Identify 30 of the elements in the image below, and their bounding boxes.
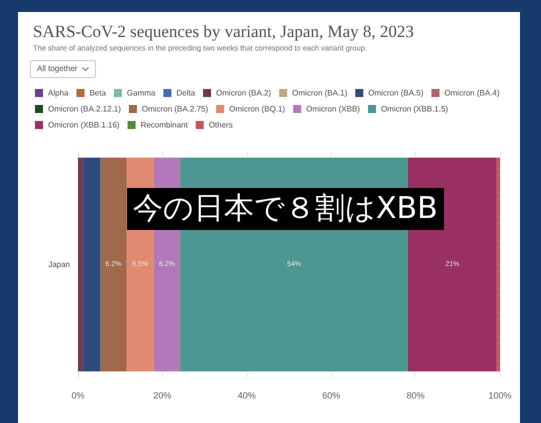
legend-label: Omicron (XBB.1.16): [48, 120, 120, 130]
bar: [496, 158, 500, 372]
annotation: 今の日本で８割はXBB: [127, 188, 444, 230]
dropdown: All together: [30, 60, 96, 78]
legend-label: Omicron (BA.1): [292, 88, 348, 98]
x-tick-label: 0%: [71, 390, 85, 400]
bar: [100, 158, 127, 372]
legend-label: Others: [208, 120, 233, 130]
x-tick-label: 40%: [238, 390, 256, 400]
legend-label: Gamma: [126, 88, 156, 98]
chart-title: SARS-CoV-2 sequences by variant, Japan, May 8, 2023: [33, 22, 414, 41]
legend-label: Omicron (BA.2.12.1): [48, 104, 122, 114]
y-tick-label: Japan: [48, 260, 70, 269]
legend-label: Omicron (BA.2.75): [142, 104, 208, 114]
x-tick-label: 60%: [322, 390, 340, 400]
legend-label: Recombinant: [140, 120, 188, 130]
legend-label: Delta: [176, 88, 196, 98]
bar: [78, 158, 83, 372]
x-tick-label: 20%: [153, 390, 172, 400]
legend-label: Beta: [89, 88, 106, 98]
x-tick-label: 100%: [488, 390, 512, 400]
legend-label: Omicron (BA.4): [444, 88, 500, 98]
legend-label: Omicron (BQ.1): [229, 104, 286, 114]
x-tick-label: 80%: [406, 390, 425, 400]
legend-label: Omicron (XBB): [306, 104, 360, 114]
legend-label: Omicron (BA.2): [216, 88, 272, 98]
legend-label: Alpha: [48, 88, 70, 98]
legend-label: Omicron (BA.5): [368, 88, 424, 98]
bar: [82, 158, 100, 372]
legend-label: Omicron (XBB.1.5): [380, 104, 448, 114]
